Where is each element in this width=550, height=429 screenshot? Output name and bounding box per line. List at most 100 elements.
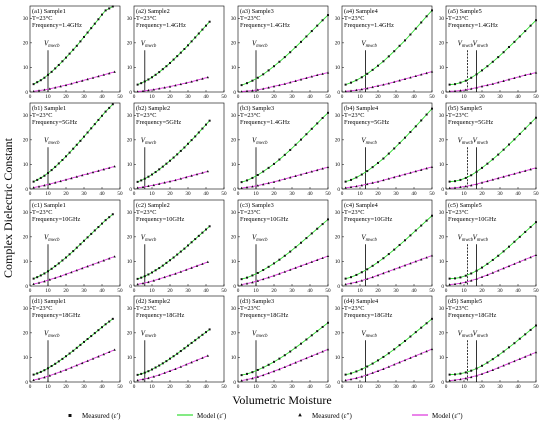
measured-real-point — [90, 127, 93, 130]
x-tick-label: 50 — [533, 288, 539, 294]
x-tick-label: 20 — [167, 288, 173, 294]
measured-real-point — [481, 69, 483, 72]
panel-frequency: Frequency=1.4GHz — [136, 22, 186, 29]
measured-real-point — [305, 338, 308, 341]
measured-imag-point — [475, 277, 478, 280]
panel-frame — [445, 5, 537, 93]
measured-imag-point — [179, 177, 182, 180]
x-tick-label: 50 — [533, 94, 539, 100]
measured-real-point — [169, 259, 171, 262]
vmwcb-subscript: mwcb — [145, 334, 157, 339]
model-imag-line — [345, 71, 433, 92]
x-tick-label: 30 — [497, 384, 503, 390]
x-tick-label: 0 — [29, 94, 32, 100]
measured-imag-point — [152, 88, 155, 91]
x-tick-label: 40 — [515, 94, 521, 100]
measured-imag-point — [289, 81, 292, 84]
panel-title: (b3) Sample3 — [240, 105, 274, 112]
panel-title: (a1) Sample1 — [32, 8, 66, 15]
measured-real-point — [321, 116, 324, 119]
measured-imag-point — [393, 80, 396, 83]
measured-imag-point — [201, 356, 204, 359]
measured-imag-point — [251, 281, 254, 284]
panel-title: (a5) Sample5 — [448, 8, 482, 15]
y-tick-label: 30 — [231, 306, 237, 312]
measured-real-point — [36, 81, 39, 84]
measured-imag-point — [524, 355, 527, 358]
y-tick-label: 10 — [127, 355, 133, 361]
measured-real-point — [481, 266, 483, 269]
measured-real-point — [262, 269, 265, 272]
measured-imag-point — [420, 168, 423, 171]
measured-real-point — [90, 335, 93, 338]
measured-imag-point — [158, 277, 161, 280]
measured-real-point — [47, 73, 49, 76]
panel-title: (d1) Sample1 — [32, 298, 66, 305]
measured-imag-point — [201, 77, 204, 80]
measured-real-point — [387, 253, 390, 256]
measured-imag-point — [366, 87, 369, 90]
vmwcb-label: Vmwcb — [252, 233, 268, 243]
measured-real-point — [529, 328, 532, 331]
measured-imag-point — [448, 89, 451, 93]
measured-real-point — [93, 229, 96, 232]
panel-frame — [29, 102, 121, 190]
measured-real-point — [256, 368, 259, 371]
measured-imag-point — [349, 377, 353, 381]
measured-imag-point — [316, 168, 319, 172]
measured-real-point — [398, 243, 401, 246]
measured-real-point — [535, 221, 537, 224]
measured-imag-point — [190, 174, 193, 177]
measured-imag-point — [425, 349, 428, 353]
measured-real-point — [262, 170, 265, 173]
vmwcb-subscript: mwcb — [256, 141, 268, 146]
measured-real-point — [111, 5, 114, 8]
measured-real-point — [190, 40, 193, 43]
measured-real-point — [158, 168, 161, 171]
x-tick-label: 40 — [411, 191, 417, 197]
measured-real-point — [47, 367, 49, 370]
panel-temperature: T=23°C — [136, 15, 156, 22]
measured-imag-point — [321, 350, 324, 353]
measured-real-point — [176, 352, 179, 355]
vmwcb-label: Vmwcb — [458, 329, 474, 339]
x-tick-label: 40 — [411, 288, 417, 294]
measured-imag-point — [245, 185, 249, 189]
model-imag-line — [33, 165, 115, 188]
measured-imag-point — [502, 364, 505, 367]
model-imag-line — [345, 166, 433, 189]
measured-real-point — [366, 365, 369, 368]
measured-real-point — [294, 143, 297, 146]
panel-frame — [133, 295, 225, 383]
measured-imag-point — [366, 373, 369, 376]
measured-imag-point — [360, 375, 363, 378]
measured-imag-point — [393, 363, 396, 366]
measured-imag-point — [294, 361, 297, 364]
measured-imag-point — [108, 166, 111, 169]
panel-frame — [133, 102, 225, 190]
measured-imag-point — [518, 170, 521, 174]
x-tick-label: 0 — [445, 191, 448, 197]
measured-imag-point — [81, 361, 84, 365]
y-tick-label: 10 — [23, 65, 29, 71]
measured-imag-point — [54, 372, 57, 375]
panel-frequency: Frequency=18GHz — [136, 312, 185, 319]
measured-real-point — [316, 24, 319, 27]
measured-imag-point — [486, 370, 489, 373]
measured-real-point — [140, 82, 143, 85]
measured-imag-point — [59, 85, 62, 88]
measured-imag-point — [64, 83, 68, 87]
x-tick-label: 20 — [63, 384, 69, 390]
measured-imag-point — [158, 87, 161, 90]
measured-real-point — [454, 373, 456, 376]
measured-imag-point — [54, 276, 57, 279]
y-tick-label: 30 — [231, 113, 237, 119]
measured-real-point — [97, 18, 100, 21]
measured-real-point — [240, 84, 243, 87]
measured-imag-point — [54, 181, 57, 184]
measured-real-point — [43, 272, 46, 275]
measured-imag-point — [136, 282, 139, 286]
measured-real-point — [57, 162, 60, 165]
x-tick-label: 0 — [133, 94, 136, 100]
